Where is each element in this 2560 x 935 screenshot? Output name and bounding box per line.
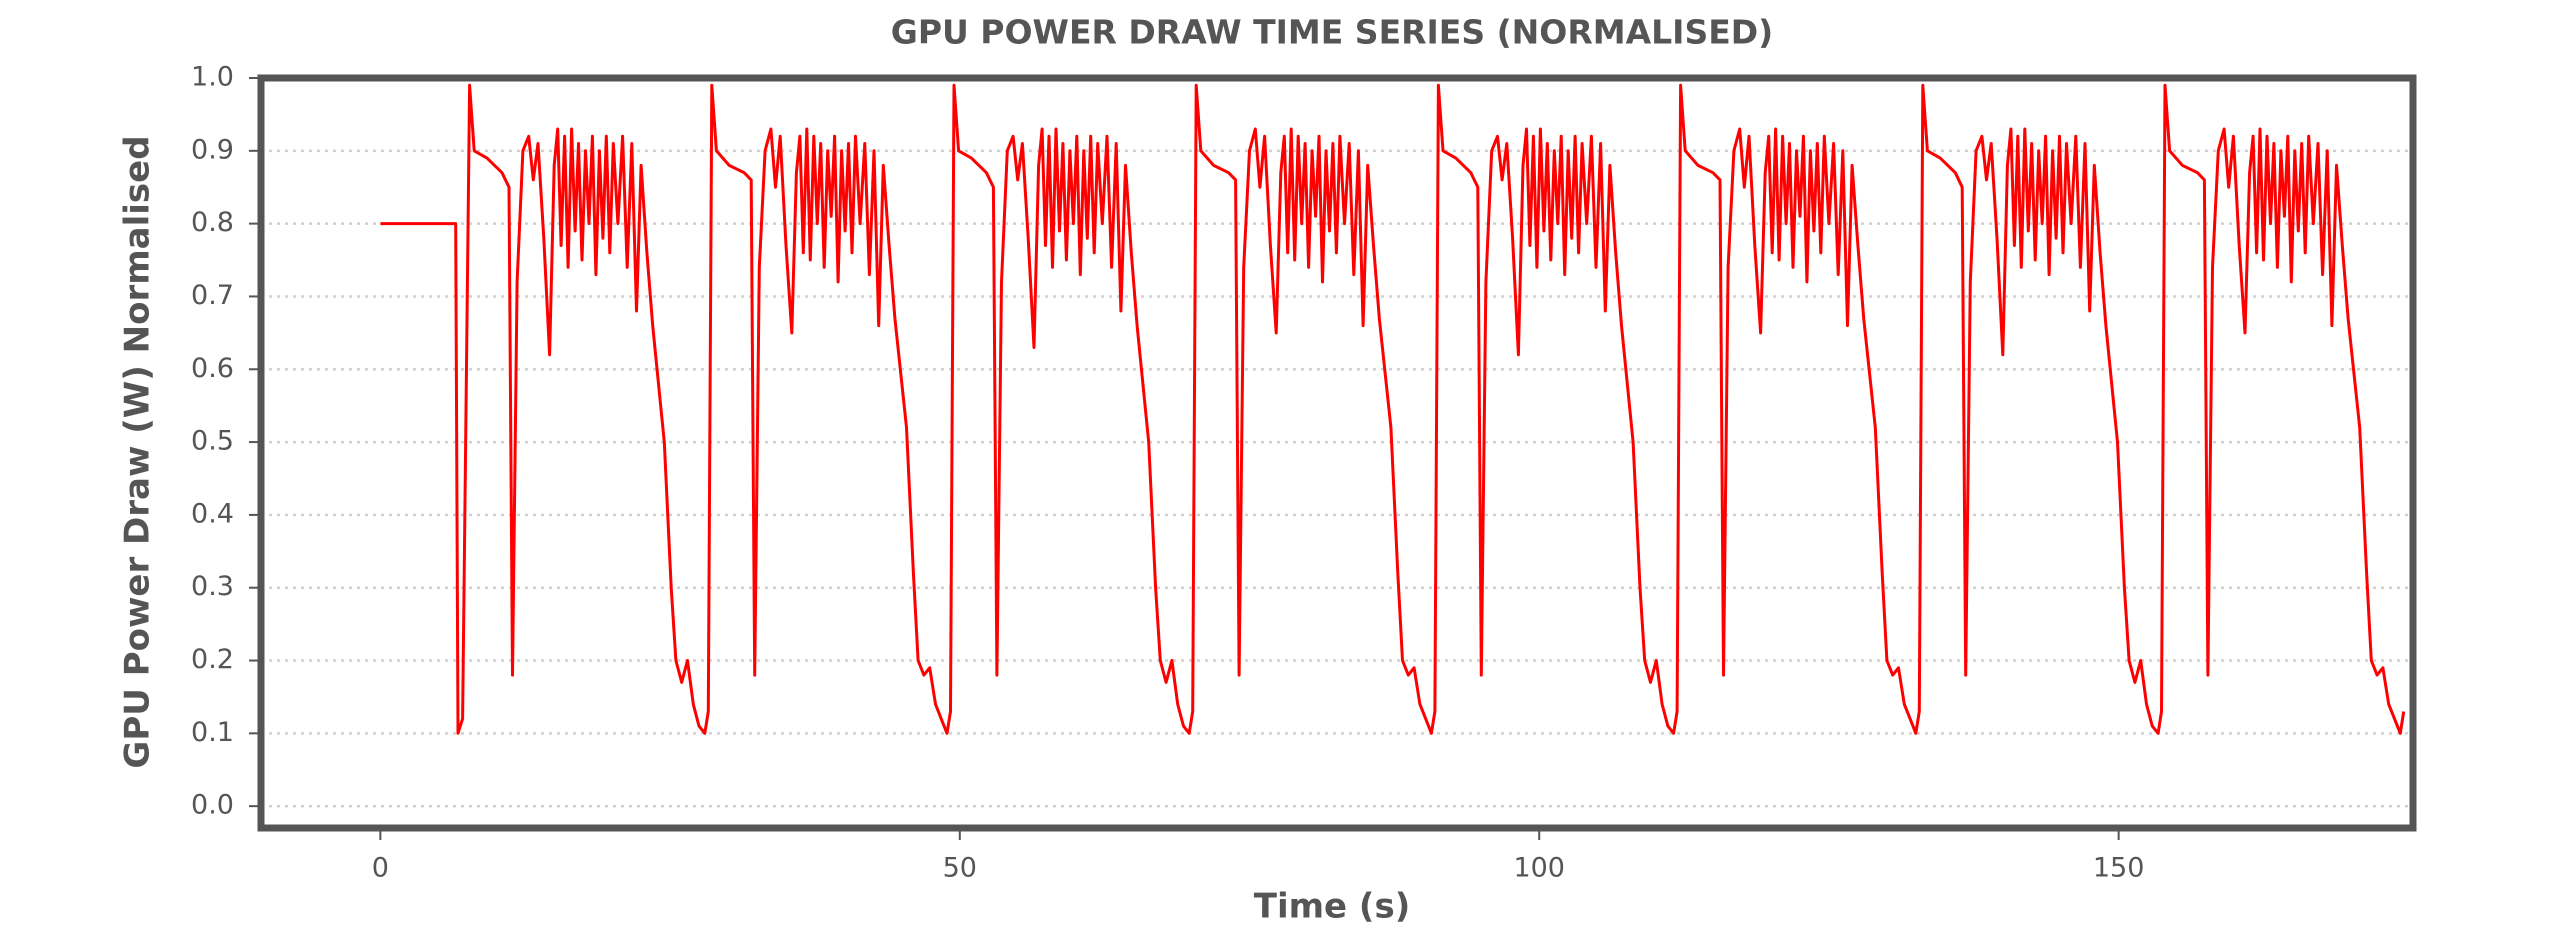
chart-title: GPU POWER DRAW TIME SERIES (NORMALISED): [891, 13, 1773, 52]
y-tick-label: 0.4: [191, 498, 234, 529]
y-tick-label: 0.0: [191, 790, 234, 821]
x-axis-label: Time (s): [1254, 887, 1411, 927]
x-tick-label: 100: [1513, 853, 1565, 884]
y-tick-label: 0.3: [191, 571, 234, 602]
data-line: [380, 83, 2406, 735]
x-tick-label: 0: [372, 853, 389, 884]
y-tick-label: 0.5: [191, 426, 234, 457]
y-tick-label: 0.9: [191, 134, 234, 165]
y-tick-label: 0.7: [191, 280, 234, 311]
y-axis-label: GPU Power Draw (W) Normalised: [118, 135, 158, 768]
plot-frame: [257, 74, 2417, 832]
y-tick-label: 1.0: [191, 62, 234, 93]
x-tick-label: 150: [2093, 853, 2145, 884]
y-tick-label: 0.8: [191, 207, 234, 238]
y-tick-label: 0.6: [191, 353, 234, 384]
y-tick-label: 0.2: [191, 644, 234, 675]
y-tick-label: 0.1: [191, 717, 234, 748]
x-tick-label: 50: [943, 853, 977, 884]
